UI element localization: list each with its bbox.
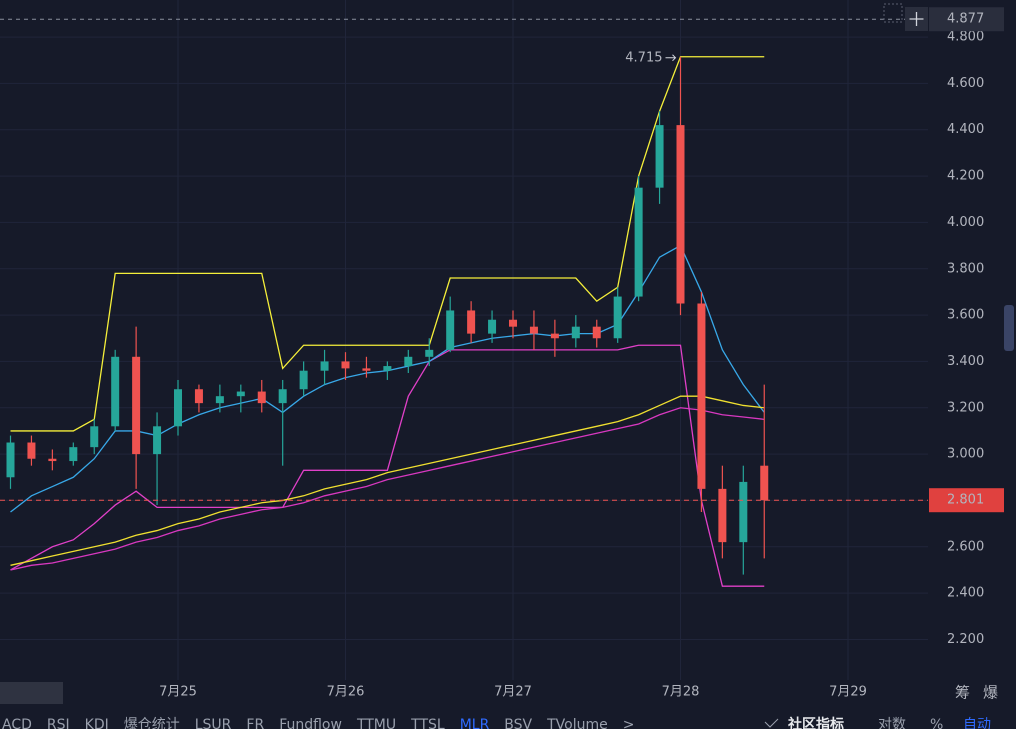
grid <box>0 0 928 680</box>
y-tick-label: 4.200 <box>947 169 984 184</box>
y-tick-label: 4.600 <box>947 76 984 91</box>
side-button[interactable]: 爆 <box>983 684 998 702</box>
toolbar-item[interactable]: 自动 <box>963 717 991 729</box>
indicator-tab[interactable]: LSUR <box>195 717 232 729</box>
y-tick-label: 4.000 <box>947 215 984 230</box>
toolbar-item[interactable]: % <box>930 717 943 729</box>
candle-body <box>132 356 141 455</box>
candle-body <box>739 481 748 543</box>
candle-body <box>69 447 78 462</box>
candle-body <box>48 458 57 462</box>
indicator-tab[interactable]: TVolume <box>546 717 608 729</box>
candle-body <box>488 319 497 334</box>
community-icon <box>764 718 779 728</box>
indicator-tab[interactable]: TTMU <box>356 717 396 729</box>
annotation-arrow <box>665 54 677 62</box>
candle-body <box>697 303 706 489</box>
candle-body <box>571 326 580 339</box>
candle-body <box>27 442 36 459</box>
indicator-tab[interactable]: TTSL <box>410 717 445 729</box>
last-price-label: 2.801 <box>947 493 984 508</box>
y-tick-label: 3.200 <box>947 400 984 415</box>
x-tick-label: 7月25 <box>159 685 197 700</box>
crosshair-icon[interactable] <box>883 3 903 23</box>
candle-body <box>404 356 413 367</box>
candle-body <box>760 465 769 501</box>
candle-body <box>174 389 182 427</box>
indicator-tab[interactable]: RSI <box>47 717 70 729</box>
candle-body <box>6 442 15 478</box>
candle-body <box>111 356 120 427</box>
y-tick-label: 3.600 <box>947 308 984 323</box>
indicator-tab[interactable]: FR <box>246 717 264 729</box>
candle-body <box>90 426 99 448</box>
indicator-tab[interactable]: BSV <box>504 717 532 729</box>
indicator-tab[interactable]: MLR <box>460 717 490 729</box>
candle-body <box>299 370 308 390</box>
candle-body <box>425 349 434 357</box>
y-tick-label: 4.400 <box>947 122 984 137</box>
toolbar-item[interactable]: 对数 <box>878 717 906 729</box>
scroll-handle[interactable] <box>1004 305 1014 351</box>
crosshair-box <box>929 7 1004 32</box>
candle-body <box>550 333 559 339</box>
candle-body <box>446 310 455 350</box>
y-tick-label: 2.600 <box>947 539 984 554</box>
side-button[interactable]: 筹 <box>955 684 970 702</box>
x-tick-label: 7月29 <box>829 685 867 700</box>
y-tick-label: 4.800 <box>947 30 984 45</box>
candle-body <box>257 391 266 404</box>
last-price-box <box>929 488 1004 513</box>
y-tick-label: 3.800 <box>947 261 984 276</box>
candle-body <box>467 310 476 334</box>
candle-body <box>194 389 203 404</box>
candle-body <box>153 426 162 455</box>
axis: 2.2002.4002.6002.8003.0003.2003.4003.600… <box>929 7 1004 647</box>
toolbar-item[interactable]: 社区指标 <box>787 716 844 729</box>
indicator-tab[interactable]: 爆仓统计 <box>124 717 180 729</box>
y-tick-label: 2.200 <box>947 632 984 647</box>
indicator-tab[interactable]: > <box>623 717 635 729</box>
max-annotation: 4.715 <box>625 50 662 65</box>
y-tick-label: 3.400 <box>947 354 984 369</box>
indicator-tab[interactable]: ACD <box>2 717 32 729</box>
candle-body <box>509 319 517 327</box>
candle-body <box>655 125 664 188</box>
indicator-line <box>10 395 765 566</box>
candle-body <box>362 368 371 371</box>
indicator-line <box>10 344 765 587</box>
candle-body <box>592 326 601 339</box>
indicator-line <box>10 407 765 571</box>
x-tick-label: 7月26 <box>327 685 365 700</box>
candle-body <box>215 396 224 404</box>
crosshair-label: 4.877 <box>947 12 984 27</box>
candle-body <box>529 326 538 334</box>
y-tick-label: 3.000 <box>947 447 984 462</box>
candle-body <box>383 366 392 371</box>
ui: 7月25 7月26 7月27 7月28 7月29 4.715 筹 爆 ACD RSI KDJ 爆仓统计… <box>2 50 998 729</box>
candle-body <box>613 296 622 339</box>
y-tick-label: 2.400 <box>947 586 984 601</box>
x-tick-label: 7月28 <box>662 685 700 700</box>
candle-body <box>278 389 287 404</box>
candle-body <box>320 361 329 371</box>
candle-body <box>236 391 245 397</box>
price-axis <box>928 0 1016 680</box>
candle-body <box>676 125 685 304</box>
blurred-label <box>0 682 63 704</box>
plot <box>0 18 928 587</box>
indicator-tab[interactable]: KDJ <box>85 717 109 729</box>
candle-body <box>634 187 643 297</box>
plus-icon <box>909 12 924 26</box>
candle-body <box>718 488 727 543</box>
candle-body <box>341 361 350 369</box>
x-tick-label: 7月27 <box>494 685 532 700</box>
indicator-tab[interactable]: Fundflow <box>279 717 342 729</box>
